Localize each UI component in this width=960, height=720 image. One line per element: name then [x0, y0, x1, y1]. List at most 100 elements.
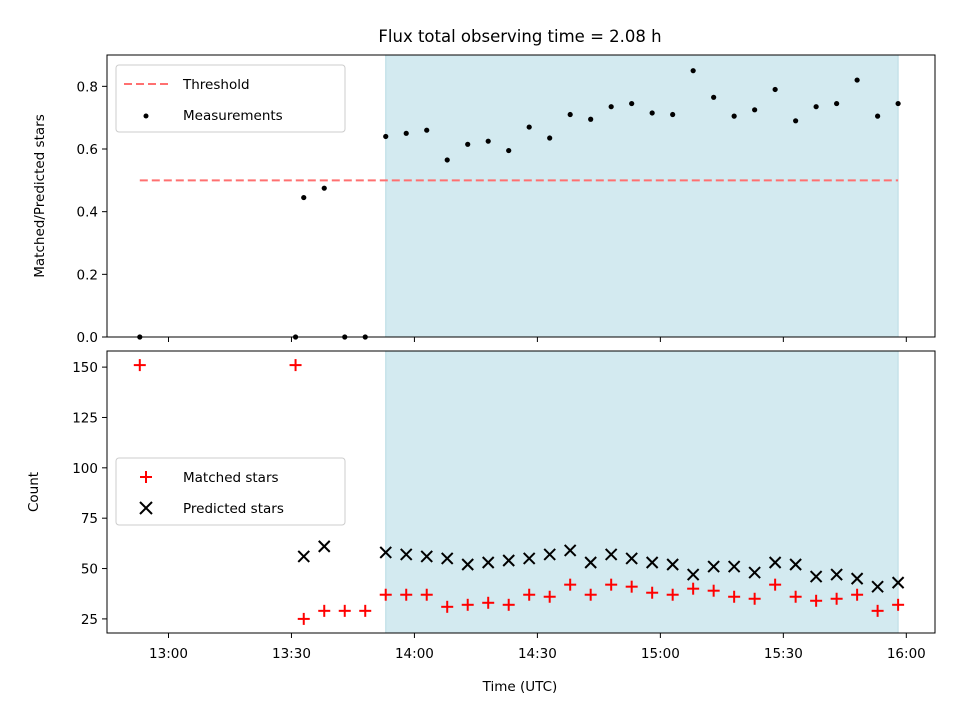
matched-star-point — [318, 604, 331, 617]
x-tick-label: 15:00 — [641, 646, 680, 662]
bottom-y-axis: 25 50 75 100 125 150 — [72, 360, 107, 628]
measurement-point — [485, 138, 491, 144]
bottom-y-tick-label: 125 — [72, 410, 98, 426]
top-legend-box — [115, 64, 346, 133]
predicted-star-point — [379, 546, 392, 559]
x-tick-label: 13:00 — [149, 646, 188, 662]
bottom-y-tick-label: 100 — [72, 461, 98, 477]
predicted-star-point — [420, 550, 433, 563]
predicted-star-point — [522, 552, 536, 565]
x-tick-label: 16:00 — [887, 646, 926, 662]
matched-star-point — [728, 590, 741, 603]
top-y-axis-label: Matched/Predicted stars — [32, 114, 48, 277]
predicted-star-point — [318, 540, 331, 553]
predicted-star-point — [584, 556, 597, 569]
matched-star-point — [687, 582, 700, 595]
matched-star-point — [584, 588, 597, 601]
predicted-star-point — [645, 556, 659, 569]
predicted-star-point — [297, 550, 310, 563]
matched-star-point — [502, 598, 515, 611]
predicted-star-point — [891, 576, 905, 589]
measurement-point — [588, 116, 594, 122]
top-legend: Threshold Measurements — [115, 64, 346, 133]
measurement-point — [854, 77, 860, 83]
measurement-point — [608, 104, 614, 110]
predicted-star-point — [563, 544, 577, 557]
matched-star-point — [892, 598, 905, 611]
top-y-tick-label: 0.8 — [77, 79, 98, 95]
bottom-y-tick-label: 25 — [81, 612, 98, 628]
measurement-point — [670, 111, 676, 118]
matched-star-point — [289, 359, 302, 372]
bottom-y-axis-label: Count — [26, 472, 42, 512]
bottom-y-tick-label: 75 — [81, 511, 98, 527]
legend-measurements-swatch — [143, 113, 149, 119]
matched-star-point — [359, 604, 372, 617]
matched-star-point — [420, 588, 433, 601]
x-tick-label: 13:30 — [272, 646, 311, 662]
legend-measurements-label: Measurements — [183, 108, 283, 124]
matched-star-point — [297, 612, 310, 625]
matched-star-point — [789, 590, 802, 603]
x-tick-label: 14:00 — [395, 646, 434, 662]
predicted-star-point — [502, 554, 515, 567]
predicted-star-point — [830, 568, 843, 581]
bottom-panel: 25 50 75 100 125 150 13:00 13:30 14:00 14:30 15:0… — [26, 350, 936, 695]
bottom-shaded-region — [385, 350, 899, 634]
top-plot-frame — [106, 54, 936, 338]
measurement-point — [813, 104, 819, 110]
matched-star-point — [133, 359, 146, 372]
predicted-star-point — [686, 568, 700, 581]
matched-star-point — [871, 604, 884, 617]
predicted-star-point — [768, 556, 782, 569]
top-x-axis — [167, 337, 907, 342]
predicted-star-point — [707, 560, 720, 573]
measurement-point — [465, 141, 471, 147]
predicted-star-point — [748, 566, 761, 579]
bottom-y-tick-label: 50 — [81, 562, 98, 578]
matched-star-point — [441, 600, 454, 613]
matched-star-point — [748, 592, 761, 605]
matched-star-point — [605, 578, 618, 591]
predicted-star-point — [809, 570, 823, 583]
predicted-star-point — [543, 548, 556, 561]
x-tick-label: 14:30 — [518, 646, 557, 662]
matched-star-point — [625, 580, 638, 593]
matched-star-point — [707, 584, 720, 597]
matched-star-point — [646, 586, 659, 599]
matched-star-point — [482, 596, 495, 609]
count-series — [133, 359, 905, 625]
bottom-legend-box — [115, 457, 346, 526]
measurement-point — [834, 100, 840, 107]
bottom-legend: Matched stars Predicted stars — [115, 457, 346, 526]
measurement-point — [321, 185, 327, 191]
predicted-star-point — [789, 558, 802, 571]
predicted-star-point — [441, 552, 454, 565]
top-shaded-region — [385, 54, 899, 338]
measurement-point — [506, 147, 512, 154]
legend-predicted-swatch — [139, 501, 153, 515]
x-tick-label: 15:30 — [764, 646, 803, 662]
matched-star-point — [379, 588, 392, 601]
top-y-axis: 0.0 0.2 0.4 0.6 0.8 — [77, 79, 107, 346]
legend-matched-swatch — [140, 471, 152, 483]
measurement-point — [629, 100, 635, 107]
predicted-star-point — [604, 548, 618, 561]
bottom-x-axis: 13:00 13:30 14:00 14:30 15:00 15:30 16:00 — [149, 633, 926, 662]
legend-matched-label: Matched stars — [183, 470, 279, 486]
predicted-star-point — [666, 558, 679, 571]
measurement-point — [895, 100, 901, 107]
x-axis-label: Time (UTC) — [482, 679, 558, 695]
legend-predicted-label: Predicted stars — [183, 501, 284, 517]
predicted-star-point — [461, 558, 474, 571]
measurement-point — [875, 113, 881, 119]
matched-star-point — [523, 588, 536, 601]
predicted-star-point — [625, 552, 638, 565]
measurement-point — [793, 118, 799, 124]
predicted-star-point — [482, 556, 495, 569]
top-y-tick-label: 0.6 — [77, 142, 98, 158]
top-y-tick-label: 0.4 — [77, 205, 98, 221]
predicted-star-point — [727, 560, 741, 573]
matched-star-point — [810, 594, 823, 607]
